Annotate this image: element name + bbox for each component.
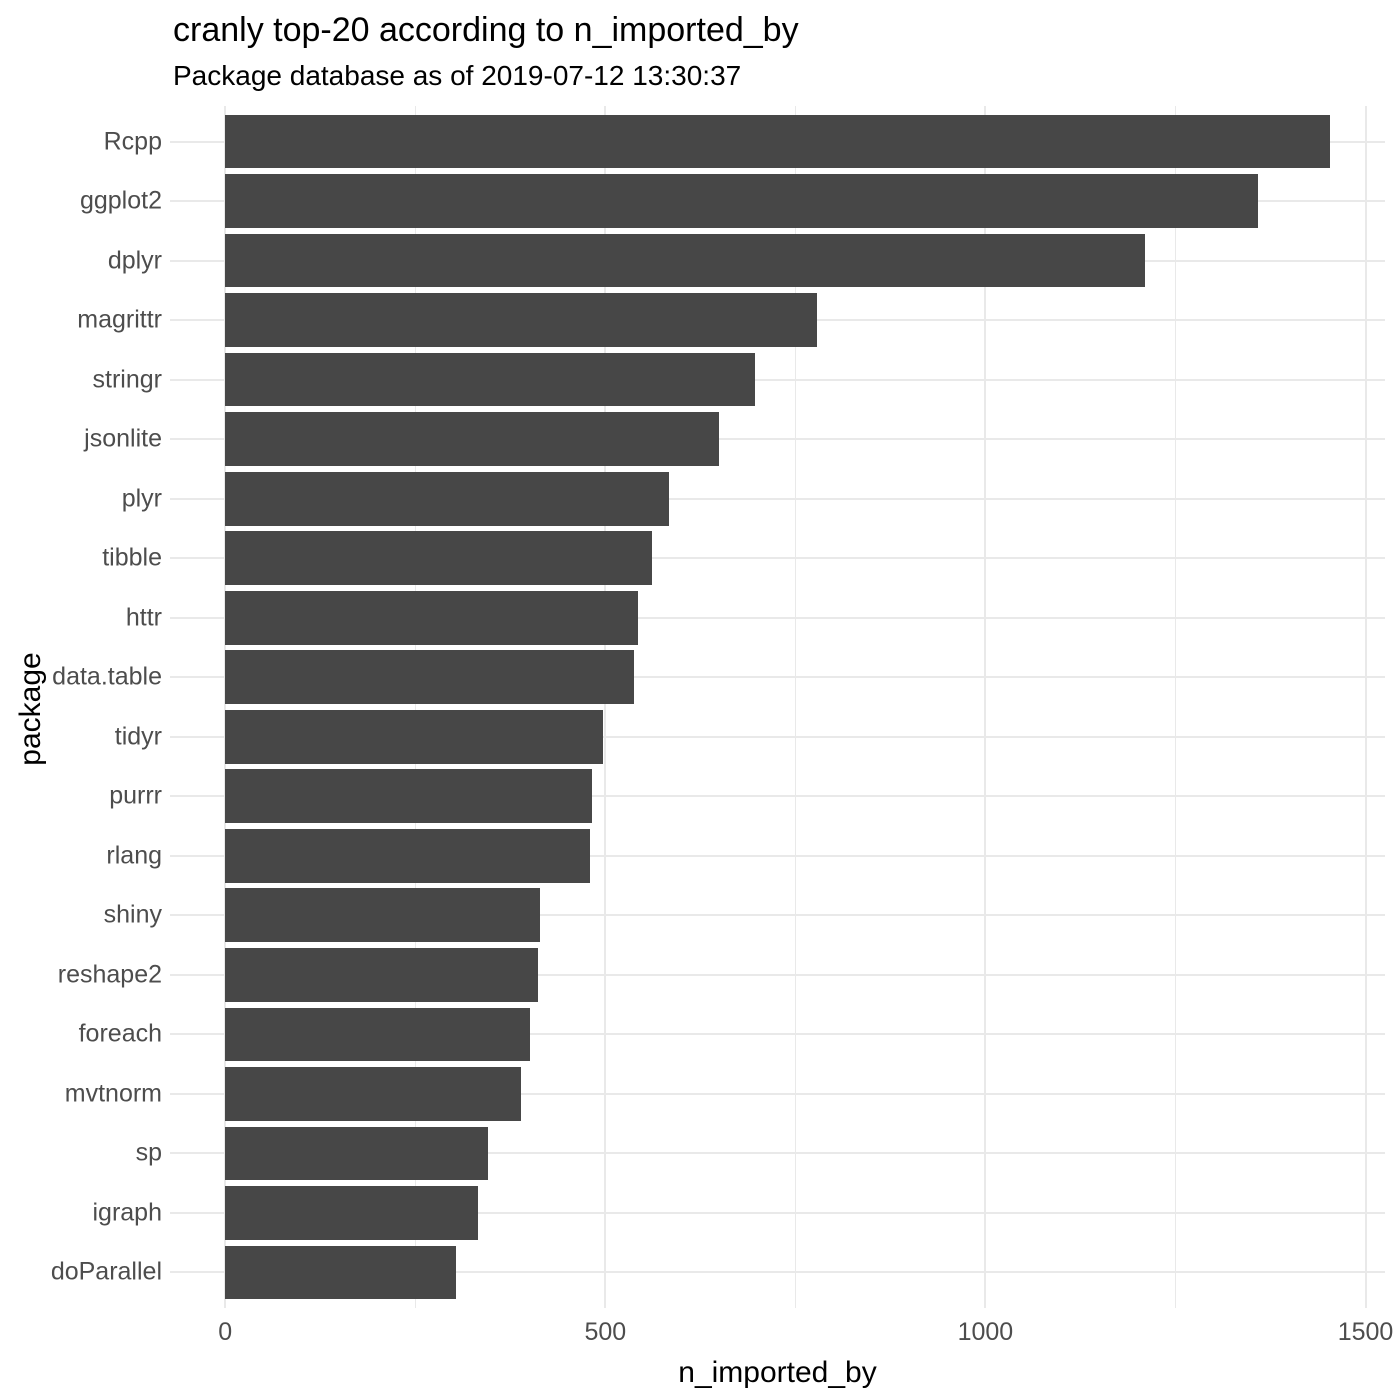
bar-data.table [225, 650, 635, 705]
bar-tidyr [225, 709, 604, 764]
bar-foreach [225, 1007, 531, 1062]
y-axis-title: package [14, 652, 47, 766]
gridline-horizontal-major [170, 438, 1385, 441]
bar-rlang [225, 828, 591, 883]
bar-httr [225, 590, 638, 645]
y-tick-label-foreach: foreach [78, 1019, 162, 1048]
y-tick-label-doParallel: doParallel [50, 1257, 162, 1286]
y-tick-label-shiny: shiny [103, 900, 162, 929]
bar-plyr [225, 471, 670, 526]
bar-igraph [225, 1186, 478, 1240]
x-tick-label-1500: 1500 [1337, 1318, 1394, 1346]
gridline-horizontal-major [170, 557, 1385, 560]
y-tick-label-data.table: data.table [52, 662, 162, 691]
y-tick-label-ggplot2: ggplot2 [79, 186, 162, 215]
gridline-horizontal-major [170, 1092, 1385, 1095]
gridline-horizontal-major [170, 1211, 1385, 1214]
gridline-horizontal-major [170, 616, 1385, 619]
gridline-horizontal-major [170, 973, 1385, 976]
gridline-horizontal-major [170, 676, 1385, 679]
gridline-horizontal-major [170, 497, 1385, 500]
gridline-horizontal-major [170, 735, 1385, 738]
bar-magrittr [225, 293, 817, 347]
y-tick-label-rlang: rlang [106, 841, 162, 870]
gridline-horizontal-major [170, 378, 1385, 381]
gridline-vertical-minor [414, 106, 417, 1308]
y-tick-label-tidyr: tidyr [114, 722, 162, 751]
bar-dplyr [225, 233, 1146, 288]
y-tick-label-stringr: stringr [92, 365, 162, 394]
bar-sp [225, 1126, 489, 1181]
bar-ggplot2 [225, 174, 1258, 228]
y-tick-label-reshape2: reshape2 [57, 960, 162, 989]
bar-shiny [225, 888, 540, 943]
y-tick-label-mvtnorm: mvtnorm [64, 1079, 162, 1108]
gridline-horizontal-major [170, 914, 1385, 917]
bar-jsonlite [225, 412, 719, 466]
x-tick-label-1000: 1000 [957, 1318, 1014, 1346]
gridline-horizontal-major [170, 795, 1385, 798]
y-tick-label-httr: httr [125, 603, 162, 632]
chart-title: cranly top-20 according to n_imported_by [173, 11, 799, 49]
y-tick-label-sp: sp [135, 1138, 162, 1167]
gridline-horizontal-major [170, 1152, 1385, 1155]
y-tick-label-magrittr: magrittr [77, 305, 162, 334]
plot-panel [170, 106, 1385, 1308]
bar-doParallel [225, 1245, 456, 1300]
y-tick-label-dplyr: dplyr [107, 246, 162, 275]
y-tick-label-jsonlite: jsonlite [84, 424, 162, 453]
gridline-horizontal-major [170, 1033, 1385, 1036]
bar-tibble [225, 531, 652, 585]
gridline-vertical-minor [794, 106, 797, 1308]
gridline-vertical-minor [1174, 106, 1177, 1308]
x-tick-label-500: 500 [584, 1318, 627, 1346]
bar-mvtnorm [225, 1067, 521, 1121]
y-tick-label-tibble: tibble [102, 543, 162, 572]
bar-purrr [225, 769, 593, 824]
bar-stringr [225, 352, 756, 407]
gridline-vertical-major [604, 106, 607, 1308]
x-tick-label-0: 0 [218, 1318, 233, 1346]
chart-subtitle: Package database as of 2019-07-12 13:30:… [173, 60, 742, 91]
bar-Rcpp [225, 114, 1330, 169]
gridline-vertical-major [984, 106, 987, 1308]
x-axis-title: n_imported_by [678, 1356, 877, 1389]
bar-reshape2 [225, 947, 538, 1002]
gridline-vertical-major [224, 106, 227, 1308]
y-tick-label-plyr: plyr [121, 484, 162, 513]
gridline-horizontal-major [170, 1271, 1385, 1274]
y-tick-label-Rcpp: Rcpp [103, 127, 162, 156]
gridline-horizontal-major [170, 854, 1385, 857]
y-tick-label-purrr: purrr [109, 781, 162, 810]
gridline-vertical-major [1364, 106, 1367, 1308]
y-tick-label-igraph: igraph [92, 1198, 163, 1227]
